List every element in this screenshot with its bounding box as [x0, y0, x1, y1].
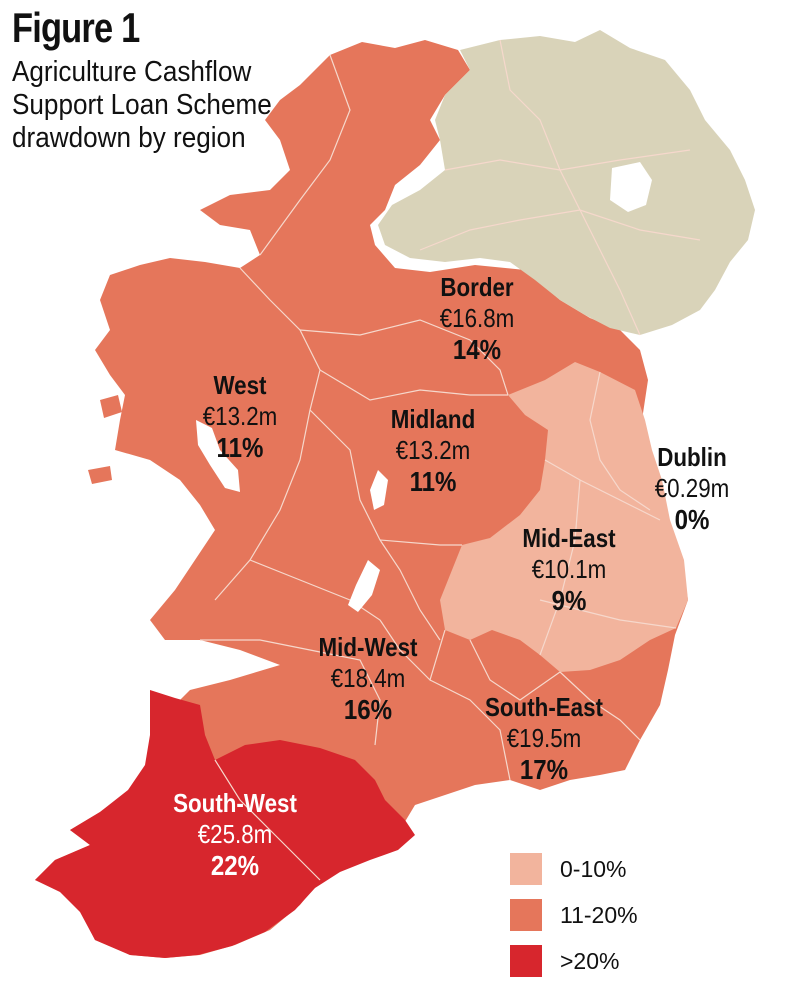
region-share: 11% — [409, 466, 457, 497]
legend-item-mid: 11-20% — [510, 892, 638, 938]
region-share: 16% — [343, 694, 393, 725]
county-borders — [200, 39, 701, 881]
region-west-islands — [88, 395, 122, 484]
label-mid-west: Mid-West €18.4m 16% — [319, 632, 418, 726]
subtitle-line-2: Support Loan Scheme — [12, 89, 272, 121]
region-share: 17% — [519, 754, 569, 785]
figure-subtitle: Agriculture Cashflow Support Loan Scheme… — [12, 56, 272, 155]
region-name: Mid-West — [318, 632, 418, 662]
label-south-west: South-West €25.8m 22% — [173, 788, 297, 882]
label-mid-east: Mid-East €10.1m 9% — [522, 523, 615, 617]
region-name: Border — [440, 272, 514, 302]
region-share: 9% — [551, 585, 587, 616]
legend-item-low: 0-10% — [510, 846, 638, 892]
region-name: Midland — [390, 404, 476, 434]
lough-corrib — [196, 420, 240, 492]
region-amount: €16.8m — [439, 303, 515, 333]
region-south-west — [35, 690, 415, 958]
region-amount: €10.1m — [531, 554, 607, 584]
legend-label: 0-10% — [560, 855, 627, 882]
region-share: 0% — [674, 504, 710, 535]
subtitle-line-1: Agriculture Cashflow — [12, 56, 252, 88]
legend-swatch — [510, 899, 542, 931]
label-border: Border €16.8m 14% — [440, 272, 515, 366]
legend-label: 11-20% — [560, 901, 638, 928]
legend-label: >20% — [560, 947, 620, 974]
region-name: South-West — [173, 788, 297, 818]
label-dublin: Dublin €0.29m 0% — [655, 442, 730, 536]
lough-derg — [348, 560, 380, 612]
region-amount: €13.2m — [202, 401, 278, 431]
region-amount: €18.4m — [330, 663, 406, 693]
lough-neagh — [610, 162, 652, 212]
legend-swatch — [510, 853, 542, 885]
region-name: Mid-East — [522, 523, 616, 553]
legend-item-high: >20% — [510, 938, 638, 984]
region-amount: €19.5m — [506, 723, 582, 753]
figure-title: Figure 1 — [12, 4, 140, 51]
label-midland: Midland €13.2m 11% — [391, 404, 475, 498]
region-amount: €25.8m — [197, 819, 273, 849]
region-mid-east — [440, 362, 688, 672]
region-share: 11% — [216, 432, 264, 463]
region-name: West — [213, 370, 267, 400]
region-name: South-East — [484, 692, 604, 722]
label-south-east: South-East €19.5m 17% — [485, 692, 603, 786]
lough-ree — [370, 470, 388, 510]
region-amount: €0.29m — [654, 473, 730, 503]
label-west: West €13.2m 11% — [203, 370, 278, 464]
lakes — [196, 162, 652, 612]
region-amount: €13.2m — [395, 435, 471, 465]
legend-swatch — [510, 945, 542, 977]
region-name: Dublin — [657, 442, 727, 472]
region-share: 14% — [452, 334, 502, 365]
region-share: 22% — [210, 850, 260, 881]
subtitle-line-3: drawdown by region — [12, 122, 246, 154]
legend: 0-10% 11-20% >20% — [510, 846, 638, 984]
